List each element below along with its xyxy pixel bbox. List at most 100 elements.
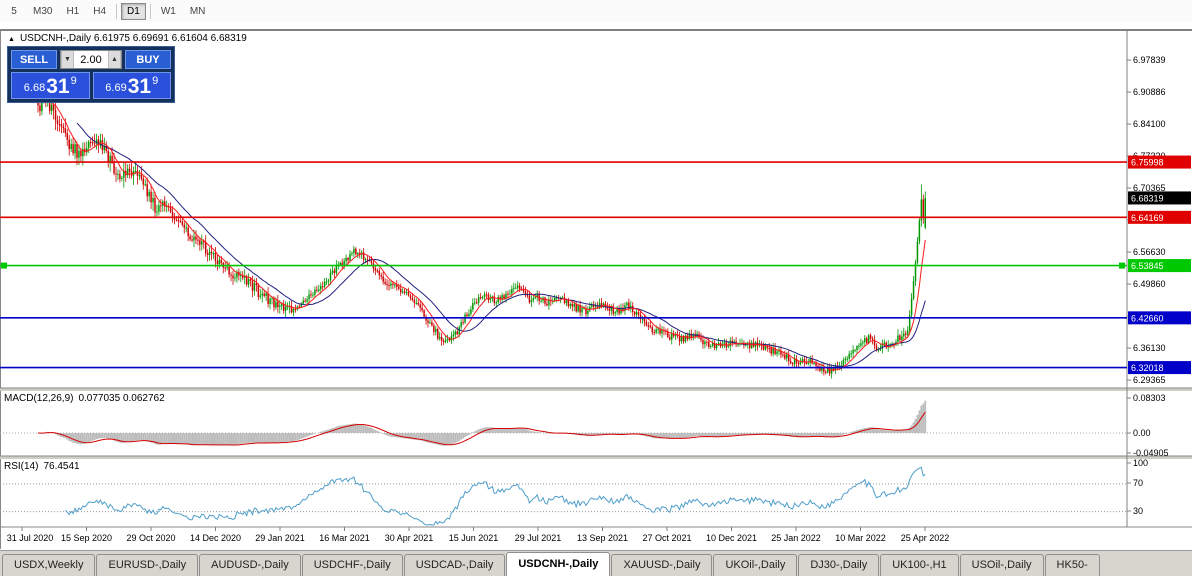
tab-ukoil-daily[interactable]: UKOil-,Daily [713,554,798,576]
svg-text:15 Jun 2021: 15 Jun 2021 [449,533,499,543]
tab-usdchf-daily[interactable]: USDCHF-,Daily [301,554,403,576]
macd-histogram [39,400,927,446]
current-price-badge: 6.68319 [1128,191,1191,205]
svg-text:13 Sep 2021: 13 Sep 2021 [577,533,628,543]
tab-eurusd-daily[interactable]: EURUSD-,Daily [96,554,199,576]
pane-divider[interactable] [0,456,1192,459]
chart-title: ▲ USDCNH-,Daily 6.61975 6.69691 6.61604 6… [8,33,247,44]
svg-text:6.36130: 6.36130 [1133,343,1166,353]
svg-text:6.42660: 6.42660 [1131,313,1164,323]
tab-uk100-h1[interactable]: UK100-,H1 [880,554,959,576]
svg-text:29 Jul 2021: 29 Jul 2021 [515,533,562,543]
tab-hk50-[interactable]: HK50- [1044,554,1100,576]
svg-text:30: 30 [1133,506,1143,516]
tab-usdx-weekly[interactable]: USDX,Weekly [2,554,96,576]
candles-layer [37,87,926,379]
one-click-toggle-icon[interactable]: ▲ [8,36,15,43]
symbol-tab-bar: USDX,Weekly EURUSD-,Daily AUDUSD-,Daily USD… [0,550,1192,576]
timeframe-d1[interactable]: D1 [121,2,146,20]
buy-price-sup: 9 [152,75,159,87]
sell-price-display[interactable]: 6.68 31 9 [11,72,90,99]
toolbar-separator [149,3,151,19]
sell-price-big: 31 [46,75,70,98]
svg-text:25 Apr 2022: 25 Apr 2022 [901,533,950,543]
macd-values: 0.077035 0.062762 [78,393,165,404]
level-price-badge: 6.75998 [1128,155,1191,169]
timeframe-5[interactable]: 5 [3,3,25,20]
svg-text:6.68319: 6.68319 [1131,193,1164,203]
tab-dj30-daily[interactable]: DJ30-,Daily [798,554,880,576]
timeframe-m30[interactable]: M30 [27,3,58,20]
macd-signal-line [37,411,926,446]
tab-usdcad-daily[interactable]: USDCAD-,Daily [403,554,506,576]
svg-text:6.84100: 6.84100 [1133,119,1166,129]
sell-button[interactable]: SELL [11,50,57,69]
timeframe-h4[interactable]: H4 [87,3,112,20]
svg-text:6.29365: 6.29365 [1133,375,1166,385]
tab-audusd-daily[interactable]: AUDUSD-,Daily [199,554,301,576]
volume-increase-icon[interactable]: ▲ [108,51,121,68]
level-price-badge: 6.64169 [1128,210,1191,224]
sell-price-prefix: 6.68 [23,82,46,94]
hline-marker[interactable] [1119,262,1125,269]
svg-text:-0.04905: -0.04905 [1133,448,1169,458]
buy-price-display[interactable]: 6.69 31 9 [92,72,171,99]
pane-divider[interactable] [0,388,1192,391]
svg-text:10 Dec 2021: 10 Dec 2021 [706,533,757,543]
svg-text:6.90886: 6.90886 [1133,87,1166,97]
svg-text:100: 100 [1133,458,1148,468]
macd-indicator-label: MACD(12,26,9) 0.077035 0.062762 [4,393,165,404]
toolbar-separator [116,3,118,19]
buy-price-prefix: 6.69 [105,82,127,94]
level-price-badge: 6.53845 [1128,259,1191,273]
macd-axis: 0.08303 0.00 -0.04905 [1127,393,1169,458]
buy-button[interactable]: BUY [125,50,171,69]
svg-text:15 Sep 2020: 15 Sep 2020 [61,533,112,543]
one-click-trading-panel: SELL ▼ ▲ BUY 6.68 31 9 6.69 31 9 [7,46,175,103]
volume-decrease-icon[interactable]: ▼ [61,51,74,68]
svg-text:10 Mar 2022: 10 Mar 2022 [835,533,886,543]
rsi-title: RSI(14) [4,461,39,472]
tab-usoil-daily[interactable]: USOil-,Daily [959,554,1044,576]
svg-text:31 Jul 2020: 31 Jul 2020 [7,533,54,543]
svg-text:27 Oct 2021: 27 Oct 2021 [642,533,691,543]
rsi-line [64,466,926,526]
svg-text:29 Oct 2020: 29 Oct 2020 [126,533,175,543]
svg-text:14 Dec 2020: 14 Dec 2020 [190,533,241,543]
svg-text:6.56630: 6.56630 [1133,247,1166,257]
level-price-badge: 6.42660 [1128,311,1191,325]
timeframe-mn[interactable]: MN [184,3,212,20]
macd-title: MACD(12,26,9) [4,393,74,404]
ma-slow-line [76,122,926,367]
rsi-axis: 100 70 30 [1127,458,1148,516]
svg-text:6.53845: 6.53845 [1131,261,1164,271]
svg-text:25 Jan 2022: 25 Jan 2022 [771,533,821,543]
tab-usdcnh-daily[interactable]: USDCNH-,Daily [506,552,611,576]
svg-text:6.70365: 6.70365 [1133,183,1166,193]
tab-xauusd-daily[interactable]: XAUUSD-,Daily [611,554,713,576]
svg-text:6.64169: 6.64169 [1131,213,1164,223]
svg-text:30 Apr 2021: 30 Apr 2021 [385,533,434,543]
rsi-value: 76.4541 [43,461,80,472]
chart-title-text: USDCNH-,Daily 6.61975 6.69691 6.61604 6.… [19,33,247,44]
rsi-indicator-label: RSI(14) 76.4541 [4,461,80,472]
volume-input[interactable] [74,51,108,68]
hline-marker[interactable] [1,262,7,269]
volume-stepper: ▼ ▲ [60,50,122,69]
level-price-badge: 6.32018 [1128,361,1191,375]
timeframe-w1[interactable]: W1 [155,3,182,20]
buy-price-big: 31 [127,75,152,98]
svg-text:6.97839: 6.97839 [1133,55,1166,65]
svg-text:0.08303: 0.08303 [1133,393,1166,403]
svg-text:6.32018: 6.32018 [1131,363,1164,373]
svg-text:0.00: 0.00 [1133,428,1151,438]
svg-text:29 Jan 2021: 29 Jan 2021 [255,533,305,543]
ma-fast-line [51,103,926,371]
date-axis: 31 Jul 2020 15 Sep 2020 29 Oct 2020 14 Dec … [7,527,950,543]
svg-text:16 Mar 2021: 16 Mar 2021 [319,533,370,543]
svg-text:70: 70 [1133,478,1143,488]
svg-text:6.75998: 6.75998 [1131,158,1164,168]
timeframe-h1[interactable]: H1 [60,3,85,20]
